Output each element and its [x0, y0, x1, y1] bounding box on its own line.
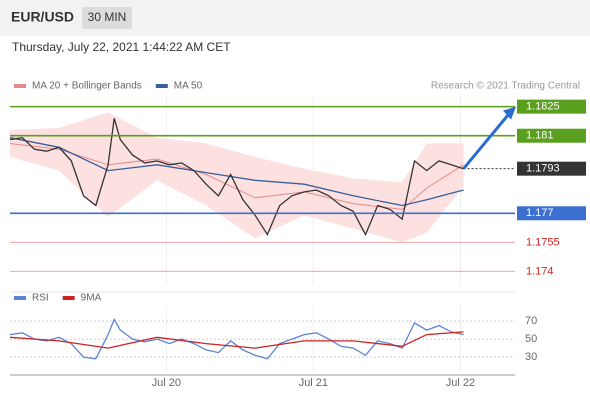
level-label-box [517, 128, 586, 143]
legend-swatch [14, 84, 26, 88]
legend-swatch [62, 296, 75, 300]
source: Research © 2021 Trading Central [431, 81, 580, 92]
level-label: 1.1755 [526, 236, 560, 248]
legend-label: MA 20 + Bollinger Bands [32, 81, 142, 92]
series-line [9, 118, 464, 237]
timeframe-badge[interactable] [82, 7, 132, 29]
forecast-arrow [462, 111, 512, 170]
symbol: EUR/USD [11, 9, 74, 25]
series-line [9, 137, 464, 207]
level-label: 1.1825 [526, 101, 560, 113]
series-line [9, 331, 464, 349]
level-label-box [517, 99, 586, 114]
level-label-box [517, 161, 586, 176]
legend-swatch [14, 296, 26, 300]
level-label: 1.177 [526, 207, 554, 219]
timestamp: Thursday, July 22, 2021 1:44:22 AM CET [12, 40, 231, 54]
y-tick-label: 30 [525, 351, 537, 363]
series-line [9, 143, 464, 210]
level-label: 1.1793 [526, 163, 560, 175]
legend-label: MA 50 [174, 81, 203, 92]
x-tick-label: Jul 22 [446, 377, 475, 389]
x-tick-label: Jul 20 [152, 377, 181, 389]
legend-swatch [155, 84, 168, 88]
series-line [9, 317, 464, 360]
level-label-box [517, 206, 586, 221]
y-tick-label: 70 [525, 315, 537, 327]
legend-label: 9MA [81, 293, 102, 304]
level-label: 1.181 [526, 130, 554, 142]
y-tick-label: 50 [525, 333, 537, 345]
legend-label: RSI [32, 293, 49, 304]
level-label: 1.174 [526, 265, 554, 277]
forecast-arrowhead [503, 106, 516, 120]
timeframe[interactable]: 30 MIN [88, 10, 127, 24]
x-tick-label: Jul 21 [299, 377, 328, 389]
